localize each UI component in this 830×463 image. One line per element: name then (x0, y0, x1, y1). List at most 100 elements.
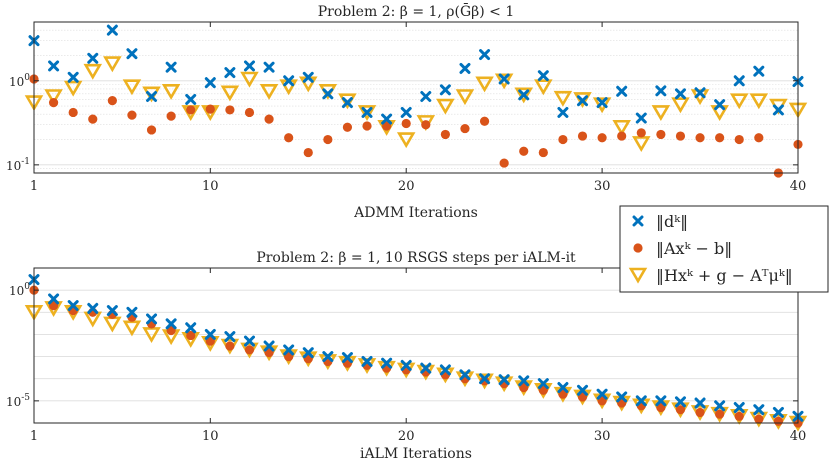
data-point-residual (460, 123, 470, 134)
admm-data-points (24, 24, 808, 178)
data-point-d (87, 302, 99, 314)
data-point-stationarity (534, 79, 553, 96)
data-point-d (772, 406, 784, 418)
data-point-residual (734, 134, 744, 145)
data-point-d (361, 106, 373, 118)
chart-title-admm: Problem 2: β = 1, ρ(Ḡβ) < 1 (318, 2, 515, 20)
data-point-d (498, 73, 510, 85)
x-axis-label-admm: ADMM Iterations (353, 205, 478, 221)
data-point-stationarity (671, 97, 690, 114)
data-point-d (596, 97, 608, 109)
data-point-stationarity (729, 93, 749, 110)
data-point-residual (519, 146, 529, 156)
data-point-residual (205, 104, 215, 114)
data-point-d (302, 347, 314, 359)
data-point-stationarity (103, 316, 122, 333)
data-point-d (48, 293, 60, 305)
data-point-stationarity (83, 63, 103, 80)
data-point-stationarity (632, 136, 651, 152)
data-point-d (714, 400, 726, 412)
y-tick-label: 100 (9, 282, 30, 298)
data-point-residual (166, 111, 176, 121)
data-point-stationarity (612, 119, 631, 136)
ialm-data-points (24, 274, 808, 432)
data-point-d (616, 85, 628, 97)
data-point-residual (656, 129, 666, 140)
legend-label: ‖Axᵏ − b‖ (656, 239, 732, 258)
data-point-residual (754, 133, 764, 143)
data-point-d (655, 85, 667, 97)
data-point-stationarity (240, 71, 259, 88)
data-point-residual (146, 125, 157, 135)
legend: ‖dᵏ‖ ‖Axᵏ − b‖ ‖Hxᵏ + g − Aᵀμᵏ‖ (619, 205, 829, 293)
data-point-d (283, 344, 295, 356)
data-point-residual (695, 407, 705, 418)
data-point-d (361, 355, 373, 367)
circle-marker (633, 243, 643, 253)
data-point-d (224, 67, 236, 79)
data-point-d (733, 402, 745, 414)
data-point-residual (773, 416, 784, 426)
data-point-d (243, 335, 255, 347)
data-point-d (67, 71, 79, 83)
triangle-marker (628, 267, 648, 284)
data-point-d (263, 61, 275, 73)
data-point-stationarity (475, 76, 494, 93)
data-point-d (694, 397, 706, 409)
data-point-residual (225, 341, 235, 351)
data-point-residual (107, 96, 117, 106)
data-point-residual (127, 110, 137, 120)
data-point-d (674, 396, 686, 408)
data-point-residual (421, 120, 431, 130)
data-point-d (537, 70, 549, 82)
data-point-d (322, 351, 334, 363)
y-axis-ticks-admm: 100 10-1 (6, 73, 798, 173)
data-point-residual (479, 116, 490, 126)
plot-area-frame-admm (33, 21, 799, 174)
data-point-d (674, 88, 686, 100)
ialm-panel: Problem 2: β = 1, 10 RSGS steps per iALM… (6, 250, 808, 462)
data-point-residual (186, 105, 196, 115)
data-point-stationarity (396, 132, 416, 149)
data-point-residual (597, 133, 607, 143)
data-point-d (577, 95, 589, 107)
data-point-residual (558, 134, 568, 145)
data-point-d (126, 48, 138, 60)
data-point-d (635, 395, 647, 407)
data-point-residual (382, 121, 392, 131)
data-point-d (577, 384, 589, 396)
data-point-d (557, 382, 569, 394)
data-point-d (439, 84, 451, 96)
data-point-stationarity (44, 89, 63, 106)
data-point-residual (715, 409, 725, 419)
data-point-residual (342, 122, 353, 132)
data-point-residual (225, 105, 235, 115)
data-point-stationarity (514, 87, 534, 104)
data-point-d (263, 340, 275, 352)
data-point-stationarity (357, 105, 377, 122)
data-point-stationarity (63, 80, 83, 97)
legend-box (619, 205, 829, 293)
y-tick-label: 10-5 (6, 393, 30, 409)
data-point-d (537, 378, 549, 390)
data-point-residual (440, 129, 450, 140)
x-tick-label: 10 (202, 429, 219, 444)
data-point-residual (68, 107, 78, 118)
data-point-residual (617, 131, 627, 141)
data-point-d (479, 49, 491, 61)
data-point-residual (479, 376, 490, 386)
data-point-d (753, 404, 765, 416)
data-point-d (106, 305, 118, 317)
data-point-d (341, 352, 353, 364)
data-point-d (753, 65, 765, 77)
x-tick-label: 30 (594, 429, 611, 444)
data-point-stationarity (298, 76, 318, 93)
data-point-d (694, 87, 706, 99)
data-point-d (185, 322, 197, 334)
x-tick-label: 1 (30, 429, 38, 444)
data-point-residual (754, 414, 764, 424)
data-point-stationarity (749, 93, 769, 110)
data-point-residual (48, 98, 59, 108)
y-tick-label: 100 (9, 73, 30, 89)
